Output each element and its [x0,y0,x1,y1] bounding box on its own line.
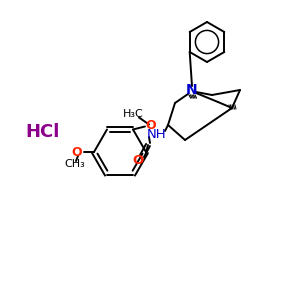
Text: CH₃: CH₃ [64,159,86,169]
Text: O: O [132,154,144,166]
Text: O: O [146,119,156,132]
Text: HCl: HCl [25,123,59,141]
Text: H₃C: H₃C [123,110,143,119]
Text: NH: NH [147,128,167,140]
Text: O: O [72,146,82,158]
Text: N: N [186,83,198,97]
